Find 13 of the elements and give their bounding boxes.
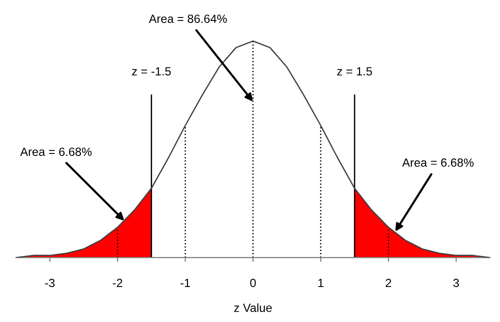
ref-line-label: z = 1.5 bbox=[337, 67, 372, 76]
annotation: Area = 6.68% bbox=[402, 158, 474, 167]
x-tick-label: -1 bbox=[180, 278, 190, 287]
ref-line-label: z = -1.5 bbox=[132, 67, 171, 76]
x-tick-label: 3 bbox=[453, 278, 459, 288]
x-tick-label: 0 bbox=[250, 278, 256, 288]
annotation: Area = 86.64% bbox=[148, 14, 227, 23]
x-tick-label: -2 bbox=[112, 278, 122, 287]
x-tick-label: -3 bbox=[45, 278, 55, 288]
x-tick-label: 1 bbox=[318, 278, 324, 287]
annotation: Area = 6.68% bbox=[20, 148, 92, 156]
x-axis-title: z Value bbox=[234, 303, 272, 312]
x-tick-label: 2 bbox=[386, 278, 392, 287]
